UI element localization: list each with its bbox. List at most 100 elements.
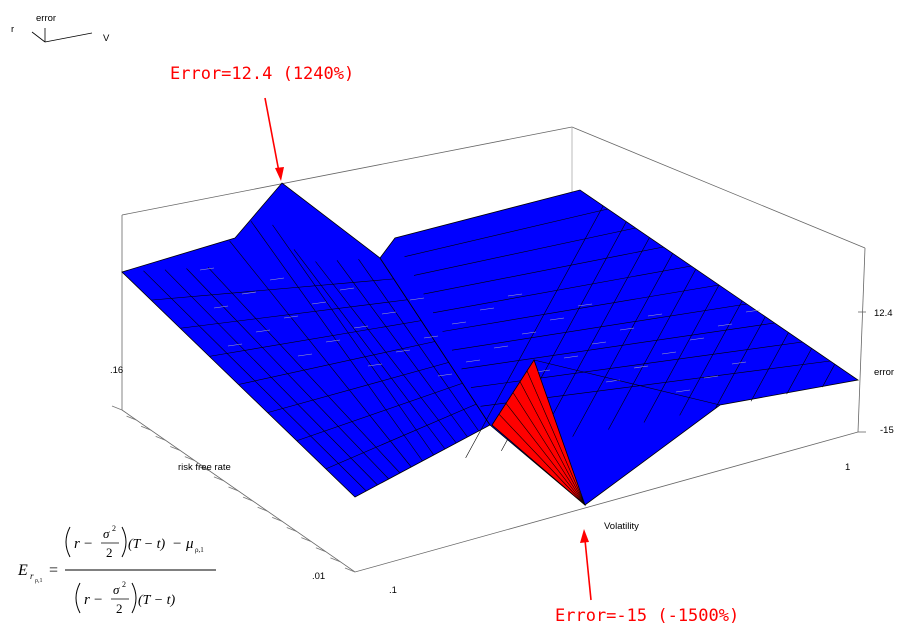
mesh-line: [715, 316, 766, 409]
shading-stroke: [633, 365, 649, 369]
shading-stroke: [507, 293, 523, 297]
axis-tick: [344, 567, 356, 573]
shading-stroke: [465, 359, 481, 363]
mesh-line: [151, 278, 394, 301]
annotation-max: Error=12.4 (1240%): [170, 64, 354, 181]
key-error-label: error: [36, 13, 56, 24]
shading-stroke: [731, 361, 747, 365]
annotation-min-text: Error=-15 (-1500%): [555, 606, 739, 626]
shading-stroke: [675, 389, 691, 393]
shading-stroke: [339, 287, 355, 291]
num-sigma-exp: 2: [112, 524, 116, 533]
z-axis-label: error: [874, 367, 894, 378]
mesh-line: [325, 403, 477, 470]
mesh-line: [272, 224, 434, 456]
mesh-line: [786, 348, 812, 395]
axis-tick: [257, 506, 268, 512]
mesh-line: [180, 299, 408, 329]
axis-tick: [111, 405, 123, 411]
shading-stroke: [619, 327, 635, 331]
shading-stroke: [745, 309, 761, 313]
shading-stroke: [717, 323, 733, 327]
axis-tick: [126, 415, 137, 421]
mesh-line: [536, 237, 650, 444]
axis-tick: [184, 456, 195, 461]
den-time: (T − t): [138, 593, 176, 608]
tick-label-z-low: -15: [880, 425, 894, 436]
error-axis-ticks: [858, 311, 866, 433]
shading-stroke: [647, 313, 663, 317]
shading-stroke: [325, 339, 341, 343]
shading-stroke: [423, 335, 439, 339]
mesh-line: [267, 362, 449, 413]
tick-label-vol-high: 1: [845, 462, 850, 473]
mesh-line: [465, 205, 604, 459]
axis-tick: [199, 466, 210, 472]
shading-stroke: [367, 363, 383, 367]
dip-mesh-line: [526, 370, 586, 506]
den-r: r: [84, 592, 90, 608]
den-sigma-exp: 2: [122, 580, 126, 589]
axis-tick: [228, 486, 239, 492]
shading-stroke: [213, 305, 229, 309]
shading-stroke: [549, 317, 565, 321]
annotation-min: Error=-15 (-1500%): [555, 529, 739, 626]
mesh-line: [608, 269, 697, 430]
axis-tick: [213, 476, 225, 482]
shading-stroke: [241, 291, 257, 295]
dip-mesh-line: [498, 413, 586, 506]
x-axis-label: Volatility: [604, 521, 639, 532]
shading-stroke: [451, 321, 467, 325]
num-r: r: [74, 536, 80, 552]
risk-free-rate-axis-ticks: [111, 405, 356, 573]
shading-stroke: [199, 267, 215, 271]
den-sigma: σ: [113, 582, 120, 597]
num-minus-2: −: [173, 536, 181, 552]
shading-stroke: [479, 307, 495, 311]
shading-stroke: [591, 341, 607, 345]
axis-tick: [155, 436, 166, 441]
mesh-line: [423, 246, 664, 295]
formula-equals: =: [49, 562, 58, 579]
axis-tick: [301, 537, 312, 542]
mesh-line: [643, 284, 720, 423]
tick-label-z-high: 12.4: [874, 308, 893, 319]
mesh-line: [822, 364, 836, 388]
shading-stroke: [661, 351, 677, 355]
axis-tick: [242, 496, 254, 502]
shading-stroke: [493, 345, 509, 349]
num-minus: −: [84, 536, 92, 552]
den-two: 2: [116, 601, 123, 616]
tick-label-rate-high: .16: [110, 365, 123, 376]
dip-mesh-line: [505, 403, 586, 506]
shading-stroke: [353, 325, 369, 329]
mesh-line: [533, 359, 721, 406]
mesh-line: [238, 341, 436, 385]
error-formula: E r ρ,1 = r − σ 2 2 (T − t) − μ ρ,1 r − …: [17, 524, 216, 616]
mesh-line: [451, 303, 747, 351]
num-sigma: σ: [103, 526, 110, 541]
mesh-line: [679, 300, 743, 416]
num-time: (T − t): [128, 537, 166, 552]
surface-mesh: [121, 182, 860, 507]
shading-stroke: [311, 301, 327, 305]
tick-label-rate-low: .01: [312, 571, 325, 582]
formula-lhs-sub: r: [30, 571, 34, 581]
key-r-label: r: [11, 24, 14, 35]
surface-patch-main: [379, 189, 860, 506]
mesh-line: [229, 240, 412, 468]
formula-lhs-subsub: ρ,1: [35, 578, 43, 584]
axis-tick: [315, 547, 327, 553]
axis-tick: [140, 425, 152, 431]
num-two: 2: [106, 545, 113, 560]
shading-stroke: [269, 277, 285, 281]
formula-lhs: E: [17, 562, 28, 579]
mesh-line: [432, 265, 692, 314]
axis-tick: [330, 557, 341, 563]
axis-tick: [286, 527, 297, 532]
shading-stroke: [227, 343, 243, 347]
mesh-line: [293, 249, 446, 450]
shading-stroke: [703, 375, 719, 379]
mesh-line: [296, 382, 463, 442]
